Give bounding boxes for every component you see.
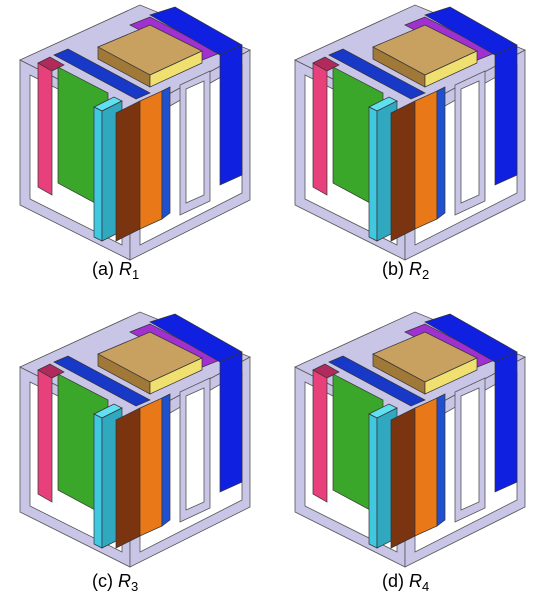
caption-subscript: 3 [131,579,138,594]
panel-c-render [20,312,250,567]
caption: (c) R3 [92,571,138,594]
caption-label: (a) [92,259,114,279]
panel-d-render [295,312,525,567]
panel-b-render [295,5,525,260]
caption: (d) R4 [382,571,429,594]
caption-symbol: R [118,571,131,591]
caption: (a) R1 [92,259,139,282]
caption-label: (b) [382,259,404,279]
caption-label: (c) [92,571,113,591]
caption-symbol: R [409,259,422,279]
caption-symbol: R [119,259,132,279]
figure: (a) R1 (b) R2 (c) R3 (d) R4 [0,0,550,604]
caption-label: (d) [382,571,404,591]
panel-a-render [20,5,250,260]
caption-symbol: R [409,571,422,591]
caption-subscript: 2 [422,267,429,282]
caption-subscript: 4 [422,579,429,594]
caption-subscript: 1 [132,267,139,282]
caption: (b) R2 [382,259,429,282]
